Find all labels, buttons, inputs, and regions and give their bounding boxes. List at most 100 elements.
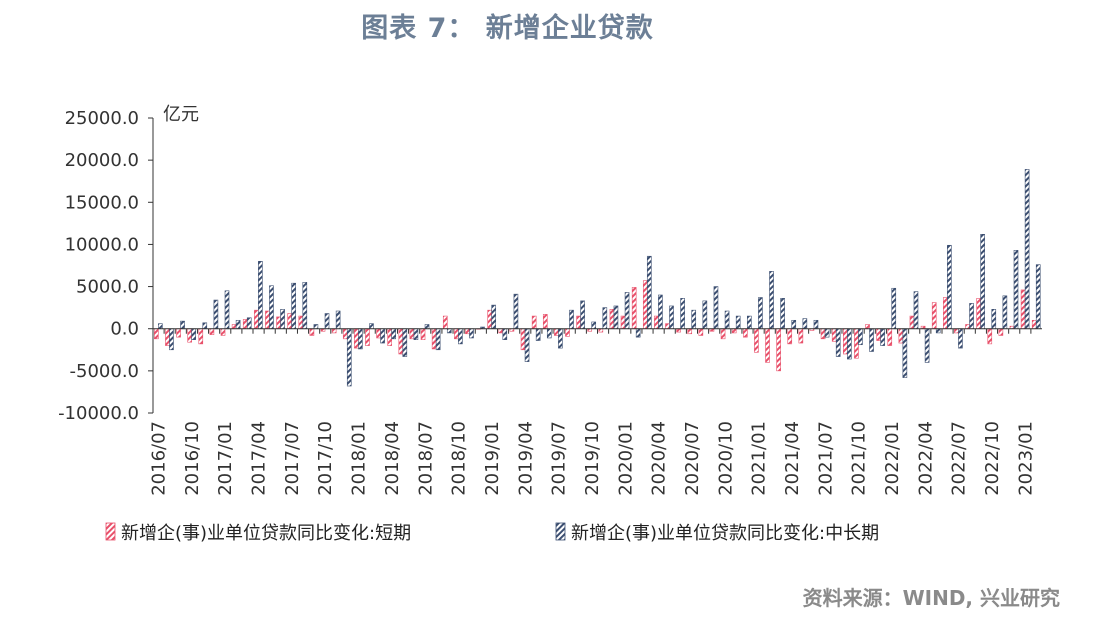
bar-short-term: [943, 297, 948, 330]
bar-short-term: [454, 328, 459, 340]
bar-short-term: [609, 309, 615, 330]
bar-short-term: [865, 324, 870, 330]
bar-long-term: [835, 328, 841, 357]
bar-short-term: [931, 302, 937, 330]
y-tick-label: 0.0: [110, 319, 139, 340]
bar-long-term: [258, 260, 263, 330]
bar-short-term: [998, 328, 1004, 336]
x-tick-label: 2019/07: [549, 421, 570, 496]
bar-short-term: [387, 328, 393, 346]
bar-short-term: [565, 328, 570, 337]
bar-short-term: [787, 328, 793, 345]
bar-short-term: [154, 328, 159, 340]
bar-long-term: [202, 322, 208, 330]
bar-short-term: [254, 309, 259, 330]
bar-long-term: [913, 291, 919, 330]
bar-short-term: [965, 324, 970, 330]
bar-short-term: [531, 315, 537, 330]
y-tick-label: 20000.0: [65, 150, 139, 171]
bar-long-term: [1002, 295, 1008, 330]
bar-short-term: [598, 328, 604, 333]
bar-long-term: [469, 328, 474, 339]
bar-long-term: [680, 298, 685, 330]
bar-long-term: [313, 324, 319, 330]
bar-long-term: [591, 321, 597, 330]
x-tick-label: 2017/07: [282, 421, 303, 496]
bar-long-term: [446, 328, 452, 334]
bar-short-term: [520, 328, 526, 351]
bar-short-term: [409, 328, 415, 340]
bar-short-term: [442, 315, 448, 330]
bar-short-term: [287, 313, 292, 330]
x-tick-label: 2020/10: [715, 421, 736, 496]
bar-long-term: [524, 328, 530, 362]
bar-long-term: [669, 305, 674, 330]
bar-long-term: [847, 328, 852, 360]
x-tick-label: 2016/07: [149, 421, 170, 496]
bar-short-term: [654, 315, 659, 330]
bar-long-term: [269, 285, 274, 330]
bar-long-term: [491, 304, 497, 330]
y-axis: -10000.0 -5000.0 0.0 5000.0 10000.0 15000.0 20…: [58, 108, 154, 424]
bar-short-term: [987, 328, 993, 345]
bar-long-term: [624, 292, 630, 330]
bar-short-term: [198, 328, 204, 345]
y-tick-label: 15000.0: [65, 192, 139, 213]
x-axis: 2016/07 2016/10 2017/01 2017/04 2017/07 2017/…: [149, 328, 1042, 496]
bar-long-term: [824, 328, 830, 338]
bar-long-term: [402, 328, 408, 357]
bar-long-term: [791, 319, 797, 330]
x-tick-label: 2022/07: [949, 421, 970, 496]
bar-long-term: [169, 328, 174, 351]
bar-long-term: [869, 328, 874, 352]
bar-long-term: [513, 293, 519, 330]
bar-short-term: [665, 323, 670, 330]
bar-long-term: [802, 318, 808, 330]
chart-title: 图表 7： 新增企业贷款: [361, 13, 654, 44]
source-note: 资料来源：WIND, 兴业研究: [802, 586, 1060, 610]
bar-long-term: [613, 305, 619, 330]
x-tick-label: 2023/01: [1015, 421, 1036, 496]
bar-short-term: [420, 328, 426, 340]
bar-long-term: [1024, 169, 1030, 330]
bar-short-term: [231, 324, 237, 330]
x-tick-label: 2018/01: [349, 421, 370, 496]
bar-long-term: [813, 319, 819, 330]
x-tick-label: 2017/10: [315, 421, 336, 496]
bar-long-term: [947, 244, 952, 330]
bar-short-term: [798, 328, 804, 344]
bar-long-term: [746, 315, 752, 330]
bar-short-term: [554, 328, 559, 336]
bar-short-term: [354, 328, 359, 349]
bar-short-term: [576, 315, 581, 330]
legend-swatch-short-term: [105, 522, 116, 541]
x-tick-label: 2022/01: [882, 421, 903, 496]
bar-short-term: [765, 328, 770, 363]
bar-long-term: [980, 234, 985, 330]
bar-short-term: [431, 328, 437, 350]
bar-short-term: [720, 328, 726, 340]
bar-long-term: [424, 324, 430, 330]
bar-short-term: [820, 328, 826, 340]
bar-long-term: [224, 290, 230, 330]
bar-short-term: [898, 328, 904, 344]
bar-long-term: [391, 328, 397, 340]
bar-short-term: [298, 315, 304, 330]
x-tick-label: 2022/04: [915, 421, 936, 496]
bar-short-term: [309, 328, 315, 336]
x-tick-label: 2017/04: [249, 421, 270, 496]
bar-long-term: [602, 307, 608, 330]
bar-short-term: [754, 328, 759, 353]
bar-long-term: [924, 328, 930, 363]
bar-short-term: [265, 310, 270, 330]
bar-short-term: [276, 316, 281, 330]
x-tick-label: 2019/04: [515, 421, 536, 496]
bar-short-term: [776, 328, 781, 372]
x-tick-label: 2019/10: [582, 421, 603, 496]
bar-short-term: [731, 328, 737, 334]
bar-short-term: [331, 328, 337, 334]
bar-short-term: [698, 328, 704, 336]
bar-short-term: [398, 328, 404, 355]
x-tick-label: 2018/04: [382, 421, 403, 496]
